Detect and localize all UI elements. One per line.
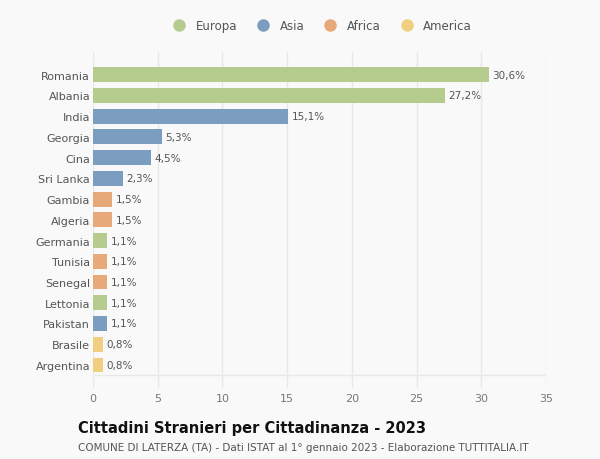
Text: 1,1%: 1,1% (110, 298, 137, 308)
Text: 2,3%: 2,3% (126, 174, 152, 184)
Text: 1,1%: 1,1% (110, 277, 137, 287)
Text: 1,1%: 1,1% (110, 319, 137, 329)
Bar (93, 296, 107, 311)
Text: 27,2%: 27,2% (448, 91, 481, 101)
Bar (93, 68, 489, 83)
Text: 1,1%: 1,1% (110, 236, 137, 246)
Bar (93, 89, 445, 104)
Bar (93, 337, 103, 352)
Text: 1,5%: 1,5% (116, 195, 142, 205)
Text: 30,6%: 30,6% (492, 71, 525, 80)
Text: 1,1%: 1,1% (110, 257, 137, 267)
Text: 15,1%: 15,1% (292, 112, 325, 122)
Bar (93, 316, 107, 331)
Bar (93, 213, 112, 228)
Text: COMUNE DI LATERZA (TA) - Dati ISTAT al 1° gennaio 2023 - Elaborazione TUTTITALIA: COMUNE DI LATERZA (TA) - Dati ISTAT al 1… (78, 442, 529, 452)
Text: Cittadini Stranieri per Cittadinanza - 2023: Cittadini Stranieri per Cittadinanza - 2… (78, 420, 426, 435)
Bar (93, 151, 151, 166)
Bar (93, 130, 161, 145)
Text: 4,5%: 4,5% (154, 153, 181, 163)
Bar (93, 172, 123, 186)
Bar (93, 109, 289, 124)
Text: 0,8%: 0,8% (107, 340, 133, 349)
Bar (93, 234, 107, 248)
Legend: Europa, Asia, Africa, America: Europa, Asia, Africa, America (163, 15, 476, 38)
Text: 5,3%: 5,3% (165, 133, 191, 143)
Bar (93, 192, 112, 207)
Text: 1,5%: 1,5% (116, 215, 142, 225)
Text: 0,8%: 0,8% (107, 360, 133, 370)
Bar (93, 254, 107, 269)
Bar (93, 358, 103, 373)
Bar (93, 275, 107, 290)
